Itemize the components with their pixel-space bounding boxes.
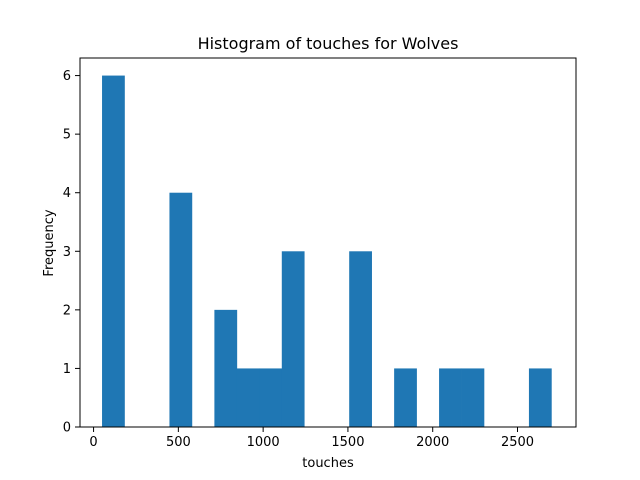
y-tick-label: 5 bbox=[63, 128, 71, 143]
x-axis-label: touches bbox=[302, 456, 354, 471]
x-tick-label: 1000 bbox=[247, 435, 280, 450]
y-tick-label: 1 bbox=[63, 362, 71, 377]
histogram-bar bbox=[102, 75, 125, 427]
y-tick-label: 6 bbox=[63, 69, 71, 84]
y-axis-ticks: 0 1 2 3 4 5 6 bbox=[63, 69, 80, 436]
histogram-bar bbox=[281, 251, 305, 427]
x-tick-label: 1500 bbox=[331, 435, 364, 450]
y-tick-label: 0 bbox=[63, 421, 71, 436]
chart-title: Histogram of touches for Wolves bbox=[198, 34, 459, 53]
bars-group bbox=[102, 75, 552, 427]
histogram-bar bbox=[349, 251, 372, 427]
histogram-bar bbox=[169, 192, 193, 427]
x-tick-label: 2500 bbox=[501, 435, 534, 450]
y-tick-label: 4 bbox=[63, 186, 71, 201]
plot-area-frame bbox=[79, 57, 577, 428]
histogram-bar bbox=[461, 368, 485, 427]
y-tick-label: 2 bbox=[63, 303, 71, 318]
x-tick-label: 0 bbox=[89, 435, 97, 450]
histogram-bar bbox=[214, 309, 238, 427]
x-tick-label: 2000 bbox=[416, 435, 449, 450]
histogram-bar bbox=[236, 368, 260, 427]
histogram-bar bbox=[259, 368, 283, 427]
y-axis-label: Frequency bbox=[42, 209, 57, 276]
x-tick-label: 500 bbox=[166, 435, 191, 450]
histogram-bar bbox=[394, 368, 417, 427]
x-axis-ticks: 0 500 1000 1500 2000 2500 bbox=[89, 427, 534, 450]
histogram-bar bbox=[439, 368, 462, 427]
histogram-bar bbox=[528, 368, 552, 427]
y-tick-label: 3 bbox=[63, 245, 71, 260]
